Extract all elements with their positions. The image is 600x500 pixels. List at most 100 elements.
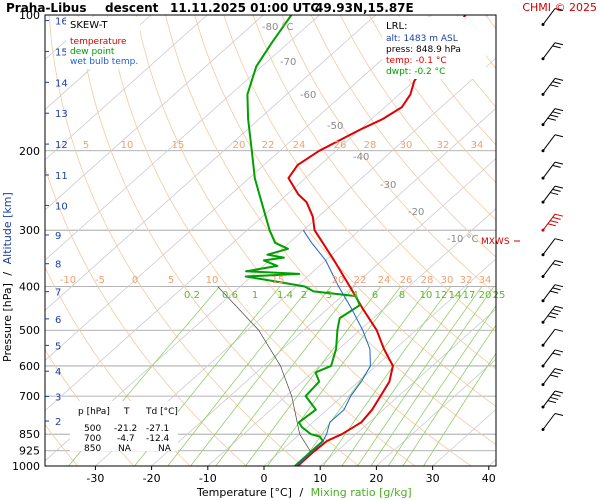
wind-barb [541,259,564,278]
wind-barb-feather [554,328,564,332]
wind-barb-feather [547,315,556,319]
dry-adiabat-label: -10 [60,275,76,286]
temperature-tick-label: -20 [143,472,161,485]
wind-barb [541,108,564,127]
wind-barb-dot [541,320,545,324]
wind-barb-feather [554,349,564,353]
y-axis-label-slash: / [1,272,14,276]
wind-barb-dot [541,23,545,27]
wind-barb-staff [542,329,556,346]
lrl-temperature: temp: -0.1 °C [386,56,447,66]
dry-adiabat-label: -5 [95,275,105,286]
wind-barb-feather [554,238,564,242]
dry-adiabat-label: 22 [262,140,275,151]
dry-adiabat-label: 15 [272,275,285,286]
legend: SKEW-T temperature dew point wet bulb te… [66,17,140,69]
altitude-tick-label: 12 [55,140,68,151]
y-axis-label-altitude: Altitude [km] [1,192,14,264]
wind-barb-feather [554,134,564,138]
wind-barb-staff [542,213,556,231]
dry-adiabat-label: 10 [121,140,134,151]
mixing-ratio-line [341,286,469,466]
dry-adiabat-line [573,15,600,466]
legend-item-wetbulb: wet bulb temp. [70,57,138,67]
wind-barb [541,161,564,180]
wind-barb-dot [541,364,545,368]
legend-item-temperature: temperature [70,37,127,47]
wetbulb-profile-line [296,229,371,466]
wind-barb-feather [550,220,559,224]
isotherm-line [45,15,264,211]
wind-barb-feather [552,263,561,267]
lrl-box [382,17,486,79]
wind-barb-staff [542,78,556,95]
mixing-ratio-label: 2 [301,290,307,301]
pressure-tick-label: 400 [19,281,40,294]
mixing-ratio-line [245,286,382,466]
wind-barbs [541,8,564,432]
x-axis-label-mixing: Mixing ratio [g/kg] [311,486,412,499]
wind-barb-feather [547,223,556,227]
wind-barb-dot [541,228,545,232]
table-cell: NA [118,444,132,454]
y-axis-label-pressure: Pressure [hPa] [1,283,14,362]
dry-adiabat-label: 30 [400,140,413,151]
chart-title-coords: 49.93N,15.87E [315,1,414,15]
dry-adiabat-label: 28 [364,140,377,151]
isotherm-line [45,15,489,412]
pressure-tick-label: 925 [19,445,40,458]
table-cell: -4.7 [117,434,135,444]
dry-adiabat-label: 20 [233,140,246,151]
mixing-ratio-label: 14 [449,290,462,301]
dry-adiabat-label: 28 [421,275,434,286]
wind-barb [541,42,564,61]
isotherm-line [151,157,496,466]
x-axis-label-slash: / [299,486,303,499]
dry-adiabat-line [252,15,496,332]
wind-barb-feather [547,117,556,121]
wind-barb-staff [542,413,556,430]
dry-adiabat-label: 5 [168,275,174,286]
temperature-tick-label: -10 [199,472,217,485]
wind-barb-feather [554,185,564,189]
legend-title: SKEW-T [70,20,108,31]
isotherm-line [319,308,496,466]
wind-barb-dot [541,92,545,96]
legend-box [66,17,140,69]
pressure-tick-label: 1000 [12,460,40,473]
isotherm-label: -50 [327,121,343,132]
dry-adiabat-line [48,15,303,466]
wind-barb-staff [542,161,556,179]
wind-barb-dot [541,343,545,347]
lrl-title: LRL: [386,21,407,32]
wind-barb-staff [542,305,556,323]
isotherm-lines [45,15,496,466]
pressure-tick-label: 500 [19,324,40,337]
mixing-ratio-line [370,286,495,466]
wind-barb-feather [554,161,564,165]
wind-barb-feather [552,216,561,220]
parcel-path-line [217,286,312,452]
isotherm-line [45,15,208,161]
table-cell: -27.1 [146,424,169,434]
mixing-ratio-label: 3 [326,290,332,301]
mixing-ratio-line [402,324,496,466]
isotherm-label: -70 [280,57,296,68]
temperature-tick-label: 20 [369,472,383,485]
lrl-dewpoint: dwpt: -0.2 °C [386,67,445,77]
pressure-tick-label: 600 [19,360,40,373]
wind-barb-feather [554,390,564,394]
isotherm-line [45,15,152,111]
wind-barb-feather [554,368,564,372]
mixing-ratio-line [299,286,430,466]
mixing-ratio-line [357,286,483,466]
background-line-labels: -80 °C-70-60-50-40-30-20-10 °C5 10 15 20 22 2… [60,22,506,301]
credit-text: CHMI © 2025 [522,1,597,14]
sounding-profiles [217,15,467,466]
wind-barb-feather [552,81,561,85]
dry-adiabat-label: 32 [460,275,473,286]
wind-barb-staff [542,108,556,125]
wind-barb [541,134,564,153]
wind-barb-feather [554,42,564,46]
pressure-tick-label: 850 [19,428,40,441]
